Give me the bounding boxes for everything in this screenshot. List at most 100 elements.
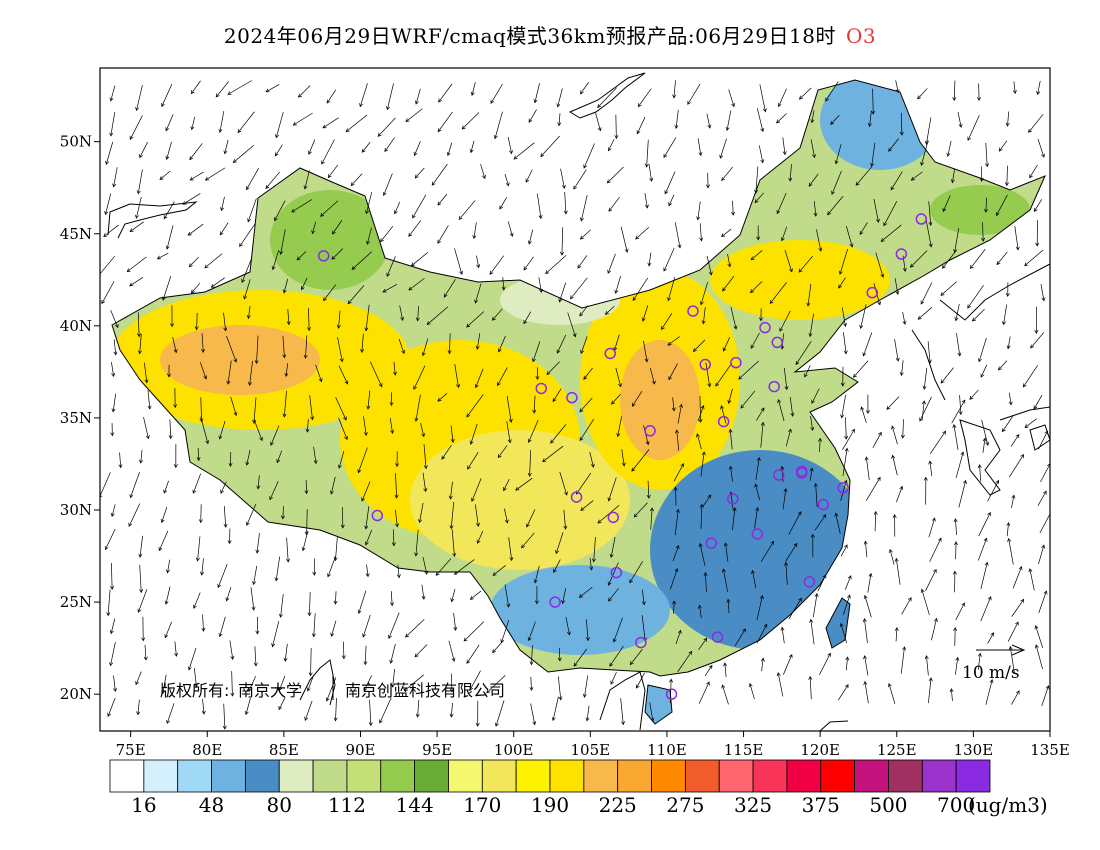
wind-vector [105,193,112,215]
wind-vector [291,199,312,213]
wind-vector-head [1002,428,1006,433]
lat-tick-label: 45N [60,225,92,243]
wind-vector [675,109,679,129]
wind-vector [423,443,427,469]
wind-vector-head [949,688,954,693]
wind-vector-head [247,381,252,386]
wind-vector-head [843,479,848,484]
wind-vector [528,229,534,245]
wind-vector [585,619,589,641]
wind-vector-head [981,237,986,242]
wind-vector-head [793,542,798,548]
wind-vector-head [1043,490,1047,495]
wind-vector-head [475,345,480,350]
wind-vector-head [851,428,855,433]
wind-vector-head [421,595,426,600]
monitoring-site-marker [644,425,656,437]
wind-vector [542,445,564,462]
wind-vector [159,170,171,180]
wind-vector-head [307,612,312,617]
wind-vector [830,115,840,125]
wind-vector [978,512,991,537]
colorbar-swatch [414,759,449,793]
wind-vector-head [527,240,532,245]
wind-vector-head [145,435,150,440]
wind-vector-head [688,650,693,655]
wind-vector-head [201,348,206,354]
wind-vector-head [453,570,459,575]
wind-vector [734,628,746,647]
wind-vector-head [437,201,442,206]
wind-vector-head [1006,522,1011,527]
wind-vector-head [1028,128,1032,133]
wind-vector-head [891,454,896,459]
wind-vector-head [862,618,867,623]
wind-vector [982,222,984,242]
wind-vector [280,229,286,255]
wind-vector-head [246,521,250,526]
wind-vector [799,87,812,100]
wind-vector [840,623,848,644]
wind-vector [894,339,899,362]
wind-vector-head [306,687,311,692]
colorbar-swatch [346,759,382,793]
wind-vector-head [674,429,679,434]
wind-vector-head [754,199,759,204]
wind-vector-head [723,542,728,547]
colorbar-swatch [549,759,585,793]
wind-vector [853,360,869,378]
wind-vector [393,361,396,376]
wind-vector-head [435,571,440,576]
wind-vector-head [101,300,106,305]
wind-vector-head [447,350,452,355]
wind-vector-head [111,372,116,377]
wind-vector [728,388,733,404]
wind-vector-head [304,716,309,721]
wind-vector [842,448,848,477]
wind-vector-head [862,352,867,357]
wind-vector-head [215,93,220,98]
wind-vector [351,251,373,270]
wind-vector-head [523,266,528,271]
wind-vector-head [466,413,471,418]
wind-vector [101,281,115,304]
wind-vector-head [475,522,480,527]
wind-vector [841,395,846,418]
wind-vector-head [969,395,974,400]
wind-vector-head [414,100,419,105]
wind-vector [927,341,931,363]
monitoring-site-marker [610,566,623,579]
wind-vector [107,697,116,717]
wind-vector-head [834,160,839,165]
wind-vector-head [663,267,668,272]
wind-vector-head [750,289,755,294]
wind-vector [668,194,675,206]
wind-vector [411,252,429,267]
wind-vector-head [200,571,205,576]
wind-vector [139,535,143,558]
wind-vector-head [550,439,555,444]
wind-vector-head [769,299,774,305]
wind-vector-head [788,653,793,659]
monitoring-site-marker [566,391,578,404]
wind-vector [274,144,283,157]
wind-vector-head [953,627,958,632]
wind-vector [226,586,232,601]
wind-vector-head [538,214,543,220]
wind-vector [347,285,365,304]
wind-vector [282,506,284,519]
wind-vector-head [456,383,461,389]
wind-vector [135,671,142,685]
wind-vector [859,222,868,235]
wind-vector-head [233,358,238,363]
wind-vector [331,620,337,637]
wind-vector-head [644,358,649,363]
wind-vector-head [351,266,356,270]
wind-vector [528,621,536,641]
wind-vector-head [107,712,111,717]
wind-vector-head [437,128,442,133]
wind-vector-head [339,358,344,363]
wind-vector-head [877,301,882,306]
lon-tick-label: 110E [647,741,687,759]
wind-vector [283,390,287,417]
